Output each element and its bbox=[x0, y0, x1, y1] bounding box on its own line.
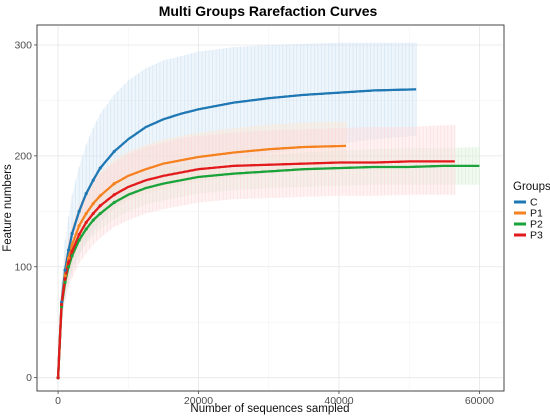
point-p2 bbox=[63, 280, 67, 284]
line-p1 bbox=[56, 144, 346, 378]
series-lines bbox=[56, 88, 480, 378]
legend-label-p2: P2 bbox=[530, 219, 543, 231]
point-p3 bbox=[98, 204, 102, 208]
line-p3 bbox=[56, 160, 455, 378]
legend-label-p3: P3 bbox=[530, 230, 543, 242]
point-c bbox=[63, 268, 67, 272]
point-c bbox=[70, 231, 74, 236]
point-p2 bbox=[59, 305, 64, 309]
point-p2 bbox=[91, 218, 95, 222]
legend-title: Groups bbox=[513, 181, 550, 193]
point-p2 bbox=[98, 211, 102, 216]
point-p2 bbox=[84, 227, 88, 231]
x-tick-label: 0 bbox=[55, 395, 61, 407]
point-p3 bbox=[70, 249, 74, 253]
legend-label-p1: P1 bbox=[530, 208, 543, 220]
point-p2 bbox=[112, 200, 116, 205]
point-p3 bbox=[91, 211, 95, 216]
x-tick-label: 20000 bbox=[184, 395, 213, 407]
point-p1 bbox=[63, 274, 67, 278]
x-tick-label: 60000 bbox=[465, 395, 494, 407]
y-axis-title: Feature numbers bbox=[2, 164, 14, 252]
series-points bbox=[56, 149, 116, 380]
y-tick-label: 100 bbox=[14, 261, 32, 273]
point-c bbox=[98, 166, 102, 170]
point-p1 bbox=[84, 211, 88, 216]
point-c bbox=[67, 248, 71, 252]
point-c bbox=[91, 178, 95, 182]
y-tick-label: 200 bbox=[14, 150, 32, 162]
point-p1 bbox=[77, 224, 81, 228]
point-p3 bbox=[84, 220, 88, 225]
point-c bbox=[77, 209, 81, 213]
point-p3 bbox=[112, 193, 116, 197]
point-p1 bbox=[98, 194, 102, 198]
point-p2 bbox=[67, 265, 71, 269]
plot-panel bbox=[36, 24, 505, 392]
x-axis: 0 20000 40000 60000 bbox=[55, 391, 494, 407]
chart-title: Multi Groups Rarefaction Curves bbox=[159, 3, 378, 19]
point-c bbox=[84, 191, 88, 196]
point-p1 bbox=[91, 201, 95, 206]
y-tick-label: 0 bbox=[26, 372, 32, 384]
y-axis: 0 100 200 300 bbox=[14, 39, 37, 384]
point-p1 bbox=[70, 243, 74, 247]
point-p2 bbox=[70, 254, 74, 258]
x-axis-title: Number of sequences sampled bbox=[190, 403, 349, 415]
point-p3 bbox=[67, 260, 71, 264]
point-p1 bbox=[112, 182, 116, 186]
point-p3 bbox=[63, 277, 67, 281]
plot-border bbox=[36, 24, 505, 392]
x-tick-label: 40000 bbox=[324, 395, 353, 407]
point-p2 bbox=[77, 238, 81, 242]
point-c bbox=[59, 300, 64, 304]
point-p3 bbox=[59, 302, 64, 307]
point-p1 bbox=[67, 256, 71, 260]
point-p3 bbox=[77, 233, 81, 237]
point-c bbox=[112, 149, 116, 154]
y-tick-label: 300 bbox=[14, 39, 32, 51]
point-p3 bbox=[56, 376, 60, 380]
line-c bbox=[56, 88, 417, 378]
band-p3 bbox=[58, 124, 455, 378]
legend-label-c: C bbox=[530, 197, 538, 209]
line-p2 bbox=[56, 164, 480, 378]
